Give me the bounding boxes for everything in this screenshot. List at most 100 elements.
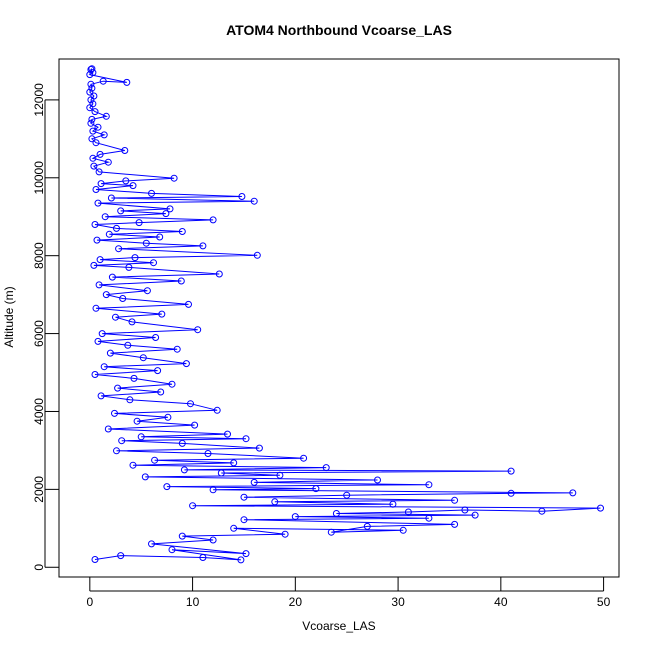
data-point bbox=[86, 104, 94, 112]
data-point bbox=[209, 536, 217, 544]
series-line bbox=[88, 68, 601, 561]
data-point bbox=[237, 556, 245, 564]
y-tick-label: 0 bbox=[32, 564, 46, 571]
data-point bbox=[95, 281, 103, 289]
data-point bbox=[108, 273, 116, 281]
data-point bbox=[158, 310, 166, 318]
data-point bbox=[451, 496, 459, 504]
data-point bbox=[250, 197, 258, 205]
data-point bbox=[126, 396, 134, 404]
data-point bbox=[363, 522, 371, 530]
data-point bbox=[327, 528, 335, 536]
data-point bbox=[119, 295, 127, 302]
data-point bbox=[131, 254, 139, 262]
data-point bbox=[133, 417, 141, 425]
data-point bbox=[91, 556, 99, 563]
chart-title: ATOM4 Northbound Vcoarse_LAS bbox=[226, 22, 452, 38]
x-tick-label: 0 bbox=[86, 595, 93, 609]
data-point bbox=[96, 150, 104, 158]
data-point bbox=[215, 270, 223, 278]
data-point bbox=[164, 413, 172, 421]
data-point bbox=[163, 483, 171, 491]
data-point bbox=[180, 466, 188, 474]
data-point bbox=[94, 123, 102, 131]
data-point bbox=[507, 489, 515, 497]
data-point bbox=[425, 481, 433, 489]
data-point bbox=[88, 115, 96, 123]
data-point bbox=[93, 236, 101, 244]
plot-area bbox=[86, 65, 604, 564]
data-point bbox=[128, 318, 136, 326]
data-point bbox=[148, 540, 155, 548]
data-point bbox=[98, 330, 106, 338]
y-axis-label: Altitude (m) bbox=[2, 286, 16, 347]
data-point bbox=[461, 506, 469, 514]
data-point bbox=[569, 489, 577, 497]
data-point bbox=[343, 491, 351, 499]
y-tick-label: 4000 bbox=[32, 398, 46, 425]
data-point bbox=[96, 256, 104, 264]
data-point bbox=[204, 450, 212, 457]
x-tick-label: 50 bbox=[597, 595, 611, 609]
data-point bbox=[107, 194, 115, 202]
data-point bbox=[88, 135, 96, 143]
data-point bbox=[114, 384, 122, 392]
data-point bbox=[291, 513, 299, 521]
data-point bbox=[100, 131, 108, 139]
data-point bbox=[91, 371, 99, 378]
data-point bbox=[255, 444, 263, 452]
data-point bbox=[88, 84, 96, 92]
data-point bbox=[95, 168, 103, 176]
data-point bbox=[87, 80, 95, 88]
data-point bbox=[87, 119, 95, 127]
data-point bbox=[168, 380, 176, 388]
data-point bbox=[253, 251, 261, 259]
data-point bbox=[404, 508, 412, 516]
data-point bbox=[322, 464, 330, 472]
data-point bbox=[157, 388, 165, 396]
data-point bbox=[121, 147, 129, 154]
data-point bbox=[187, 400, 194, 408]
x-tick-label: 40 bbox=[494, 595, 508, 609]
data-point bbox=[166, 205, 174, 213]
data-point bbox=[124, 341, 132, 349]
plot-frame bbox=[58, 58, 620, 578]
data-point bbox=[177, 277, 185, 285]
x-tick-label: 10 bbox=[186, 595, 200, 609]
data-point bbox=[209, 486, 217, 494]
data-point bbox=[111, 409, 118, 417]
data-point bbox=[123, 78, 131, 86]
data-point bbox=[170, 174, 178, 182]
data-point bbox=[238, 193, 246, 200]
data-point bbox=[199, 554, 207, 561]
data-point bbox=[118, 437, 126, 445]
axes: 0 10 20 30 40 50 0 2000 4000 6000 8000 10000 12000 bbox=[32, 83, 610, 609]
x-tick-label: 30 bbox=[391, 595, 405, 609]
data-point bbox=[224, 430, 231, 438]
data-point bbox=[88, 65, 96, 73]
data-point bbox=[451, 520, 459, 528]
data-point bbox=[178, 532, 186, 540]
y-tick-label: 2000 bbox=[32, 476, 46, 503]
data-point bbox=[250, 478, 258, 486]
data-point bbox=[152, 334, 160, 341]
data-point bbox=[178, 439, 186, 447]
data-point bbox=[139, 354, 147, 362]
data-point bbox=[300, 454, 308, 462]
data-point bbox=[240, 516, 248, 524]
data-point bbox=[230, 459, 238, 467]
data-point bbox=[162, 210, 170, 218]
data-point bbox=[105, 230, 113, 238]
data-point bbox=[425, 514, 433, 522]
data-point bbox=[102, 291, 110, 299]
data-point bbox=[86, 88, 94, 96]
data-point bbox=[86, 71, 94, 79]
data-point bbox=[101, 213, 109, 221]
data-point bbox=[122, 177, 130, 185]
data-point bbox=[168, 546, 176, 554]
data-point bbox=[89, 127, 97, 135]
data-point bbox=[142, 239, 150, 247]
x-tick-label: 20 bbox=[289, 595, 303, 609]
data-point bbox=[106, 349, 114, 357]
data-point bbox=[399, 526, 407, 534]
